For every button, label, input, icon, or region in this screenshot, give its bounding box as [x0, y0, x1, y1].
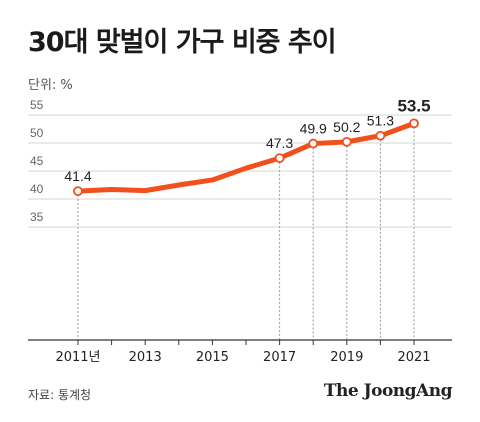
data-label-2021: 53.5 — [397, 96, 430, 115]
x-tick-label: 2019 — [330, 350, 363, 365]
y-tick-label: 55 — [30, 98, 44, 112]
y-tick-label: 40 — [30, 182, 44, 196]
data-point-2011 — [73, 186, 83, 197]
x-tick-label: 2021 — [397, 350, 430, 365]
data-point-2018 — [308, 138, 319, 149]
drop-lines — [77, 123, 415, 340]
series-polyline — [75, 120, 417, 194]
y-axis-ticks: 35 40 45 50 55 — [30, 98, 44, 224]
chart-title: 30대 맞벌이 가구 비중 추이 — [28, 27, 337, 58]
data-label-2011: 41.4 — [64, 168, 91, 184]
grid-lines — [28, 114, 452, 228]
data-point-2021 — [409, 118, 419, 129]
x-tick-label: 2013 — [129, 350, 162, 365]
y-tick-label: 45 — [30, 154, 44, 168]
data-point-2020 — [375, 130, 386, 141]
data-label-2017: 47.3 — [266, 135, 293, 151]
data-label-2019: 50.2 — [333, 119, 360, 135]
x-tick-label: 2017 — [263, 350, 296, 365]
data-labels: 41.4 47.3 49.9 50.2 51.353.5 — [64, 96, 430, 184]
brand-logo: The JoongAng — [323, 381, 453, 401]
x-axis: 2011년 2013 2015 2017 2019 2021 — [28, 339, 452, 365]
data-point-2019 — [341, 136, 352, 147]
x-tick-label: 2011년 — [55, 350, 100, 365]
y-tick-label: 50 — [30, 126, 44, 140]
y-tick-label: 35 — [30, 210, 44, 224]
x-tick-label: 2015 — [196, 350, 229, 365]
data-point-2017 — [274, 153, 285, 164]
series-line — [75, 120, 417, 194]
source-note: 자료: 통계청 — [28, 388, 92, 402]
unit-label: 단위: % — [28, 78, 73, 93]
data-points — [73, 118, 419, 197]
data-label-2018: 49.9 — [300, 121, 327, 137]
data-label-2020: 51.3 — [367, 113, 394, 129]
